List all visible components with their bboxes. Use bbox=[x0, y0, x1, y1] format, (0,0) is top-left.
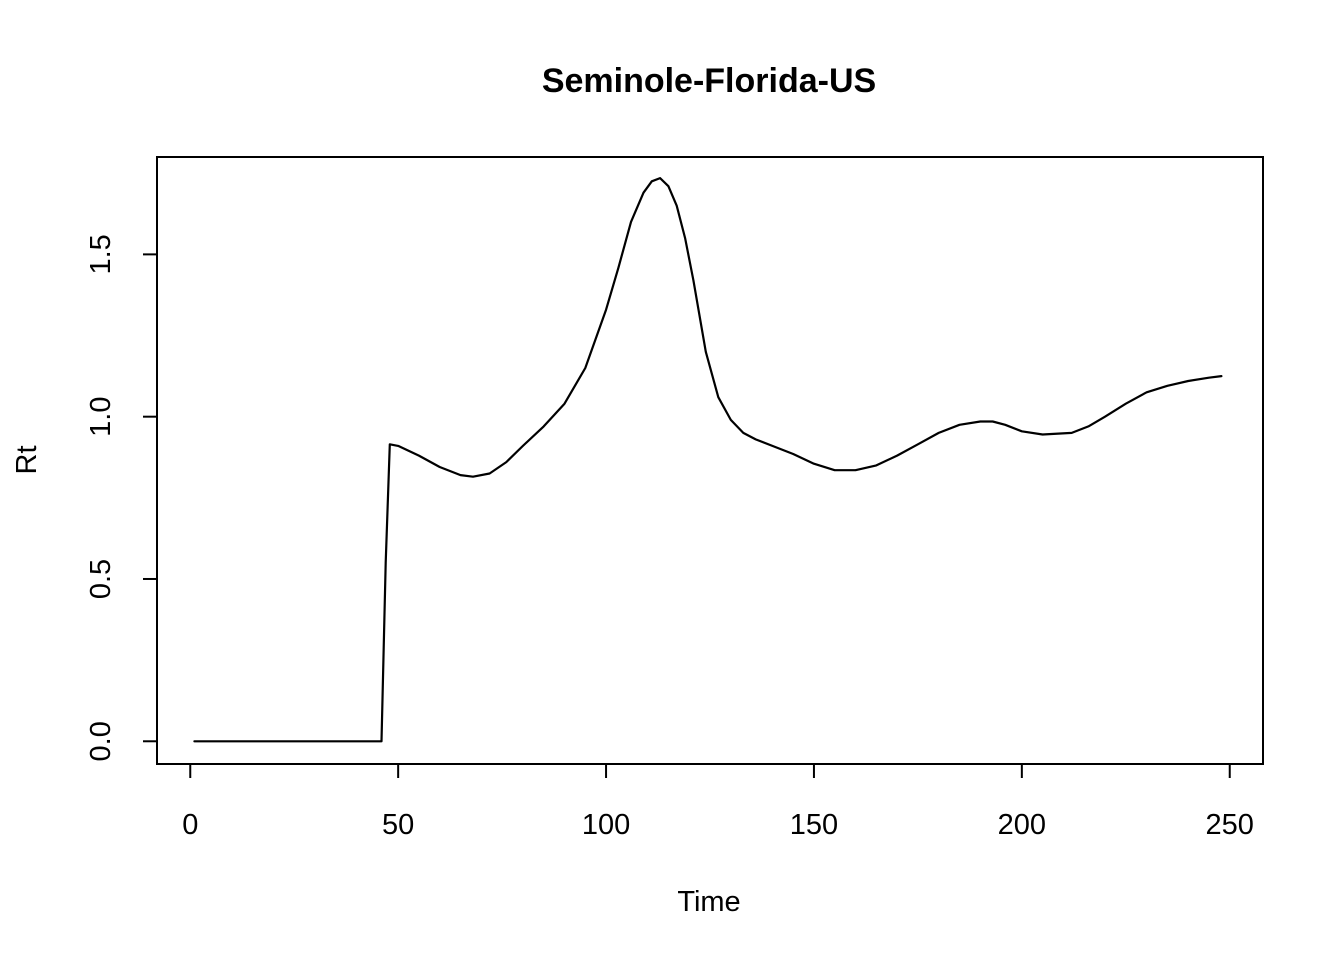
y-tick-label: 1.5 bbox=[85, 234, 117, 274]
x-axis-label: Time bbox=[677, 886, 740, 918]
plot-frame bbox=[156, 156, 1264, 765]
y-tick-label: 0.5 bbox=[85, 559, 117, 599]
y-axis-label: Rt bbox=[11, 446, 43, 475]
chart-title: Seminole-Florida-US bbox=[542, 62, 876, 100]
x-tick-label: 200 bbox=[998, 809, 1046, 841]
x-tick-label: 250 bbox=[1206, 809, 1254, 841]
y-tick-label: 0.0 bbox=[85, 721, 117, 761]
x-tick-label: 0 bbox=[182, 809, 198, 841]
x-tick-label: 150 bbox=[790, 809, 838, 841]
x-tick-label: 50 bbox=[382, 809, 414, 841]
x-axis: 0 50 100 150 200 250 bbox=[182, 763, 1254, 841]
y-axis: 0.0 0.5 1.0 1.5 bbox=[85, 234, 158, 761]
y-tick-label: 1.0 bbox=[85, 397, 117, 437]
x-tick-label: 100 bbox=[582, 809, 630, 841]
rt-series-line bbox=[193, 177, 1223, 743]
